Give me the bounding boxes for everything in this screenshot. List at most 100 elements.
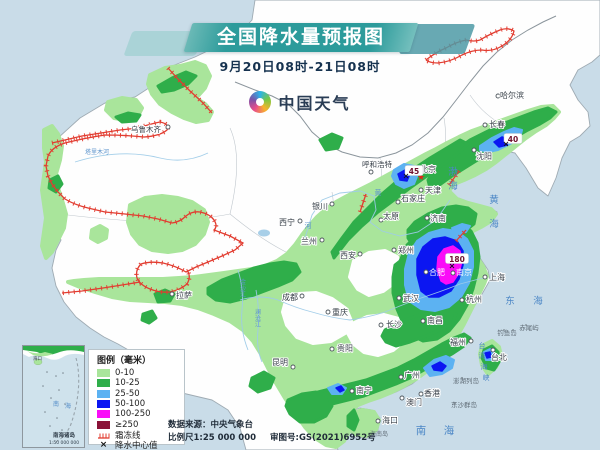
- city-marker: [423, 269, 429, 275]
- city-label: 呼和浩特: [362, 159, 392, 169]
- river-label: 黄: [375, 188, 382, 197]
- city-marker: [482, 274, 488, 280]
- legend-swatch: [97, 389, 110, 398]
- city-label: 福州: [450, 338, 466, 347]
- legend-title: 图例（毫米）: [97, 356, 152, 366]
- city-label: 拉萨: [176, 290, 192, 300]
- south-china-sea-inset: 海口 南 海 南海诸岛 1:50 000 000: [22, 345, 85, 448]
- city-label: 上海: [489, 272, 505, 282]
- approval-number: 审图号:GS(2021)6952号: [270, 433, 376, 443]
- city-label: 澳门: [406, 397, 422, 407]
- sea-label: 海: [444, 424, 455, 437]
- city-label: 武汉: [403, 293, 419, 303]
- legend-row: 0-10: [97, 368, 184, 378]
- river-label: 河: [305, 222, 312, 230]
- frost-line-label: 霜冻线: [115, 430, 141, 441]
- center-value-text: 180: [449, 255, 465, 264]
- city-label: 长沙: [386, 319, 402, 329]
- legend-panel: 图例（毫米） 0-10 10-25 25-50 50-100 100-250 ≥250 霜…: [88, 349, 185, 450]
- city-marker: [325, 309, 331, 315]
- city-label: 香港: [424, 388, 440, 398]
- legend-label: 10-25: [115, 378, 140, 389]
- sea-label: 台: [479, 341, 486, 350]
- legend-row: 100-250: [97, 409, 184, 419]
- legend-label: 25-50: [115, 388, 140, 399]
- inset-sea-label-2: 海: [65, 402, 71, 410]
- island-label: 澎湖列岛: [453, 376, 479, 385]
- island-label: 东沙群岛: [451, 400, 477, 409]
- city-marker: [395, 199, 401, 205]
- sea-label: 渤: [448, 166, 458, 178]
- city-label: 南京: [456, 267, 472, 277]
- city-label: 台北: [491, 352, 507, 362]
- city-marker: [396, 295, 402, 301]
- center-x-marker: ×: [503, 140, 510, 149]
- city-label: 济南: [430, 213, 446, 223]
- city-label: 北京: [420, 164, 436, 174]
- river-label: 澜沧江: [255, 308, 261, 329]
- brand-row: 中国天气: [0, 90, 600, 114]
- island-label: 赤尾屿: [519, 323, 539, 332]
- city-label: 成都: [282, 292, 298, 302]
- map-credits: 数据来源：中央气象台 比例尺1:25 000 000 审图号:GS(2021)69…: [168, 419, 376, 445]
- center-value-pill: [503, 133, 523, 144]
- sea-label: 湾: [479, 351, 486, 360]
- city-marker: [450, 270, 456, 276]
- inset-map: 海口 南 海 南海诸岛 1:50 000 000: [23, 346, 84, 446]
- legend-rows: 0-10 10-25 25-50 50-100 100-250 ≥250: [97, 368, 184, 430]
- center-value-pill: [404, 165, 424, 176]
- forecast-period: 9月20日08时-21日08时: [219, 59, 381, 74]
- center-value-pill: [445, 253, 469, 264]
- city-marker: [468, 338, 474, 344]
- city-label: 长春: [489, 119, 505, 129]
- city-label: 南宁: [356, 385, 372, 395]
- island-label: 钓鱼岛: [497, 328, 517, 337]
- legend-row-center: × 降水中心值: [97, 440, 184, 450]
- city-marker: [424, 215, 430, 221]
- city-label: 西安: [340, 250, 356, 260]
- city-label: 广州: [404, 370, 420, 380]
- city-label: 哈尔滨: [500, 90, 524, 100]
- china-weather-logo-icon: [249, 91, 272, 113]
- city-marker: [349, 388, 355, 394]
- city-marker: [471, 147, 477, 153]
- city-marker: [399, 395, 405, 401]
- rivers: [74, 152, 488, 363]
- city-marker: [329, 201, 335, 207]
- city-label: 合肥: [429, 267, 445, 277]
- river-label: 金沙江: [240, 278, 246, 299]
- city-marker: [420, 318, 426, 324]
- city-label: 沈阳: [476, 151, 492, 161]
- legend-label: ≥250: [115, 419, 139, 430]
- legend-swatch: [97, 379, 110, 388]
- sea-label: 海: [489, 218, 499, 230]
- city-marker: [165, 124, 171, 130]
- legend-row: 10-25: [97, 378, 184, 388]
- sea-label: 峡: [483, 373, 490, 382]
- island-label: 海南岛: [370, 430, 388, 438]
- city-label: 杭州: [466, 294, 482, 304]
- city-marker: [297, 218, 303, 224]
- legend-label: 100-250: [115, 409, 151, 420]
- qinghai-lake: [258, 229, 270, 237]
- city-marker: [418, 391, 424, 397]
- city-marker: [290, 364, 296, 370]
- legend-swatch: [97, 400, 110, 409]
- city-label: 贵阳: [337, 343, 353, 353]
- center-value-text: 40: [508, 135, 518, 144]
- legend-row-frost: 霜冻线: [97, 430, 184, 441]
- center-value-label: 降水中心值: [115, 441, 158, 450]
- scale-line: 比例尺1:25 000 000 审图号:GS(2021)6952号: [168, 432, 376, 445]
- city-marker: [482, 122, 488, 128]
- city-marker: [329, 346, 335, 352]
- legend-label: 0-10: [115, 368, 135, 379]
- city-label: 海口: [382, 415, 398, 425]
- sea-label: 海: [533, 295, 543, 307]
- inset-coast-rain: [23, 346, 84, 355]
- city-label: 银川: [312, 201, 328, 211]
- center-value-text: 45: [409, 167, 419, 176]
